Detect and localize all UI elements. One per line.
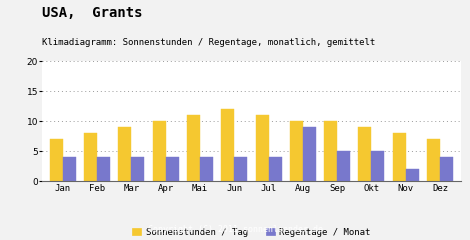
Bar bbox=[97, 157, 110, 181]
Bar bbox=[337, 151, 350, 181]
Bar bbox=[187, 115, 200, 181]
Bar bbox=[200, 157, 213, 181]
Bar bbox=[118, 127, 132, 181]
Bar bbox=[427, 139, 440, 181]
Bar bbox=[63, 157, 76, 181]
Bar bbox=[153, 121, 166, 181]
Bar bbox=[84, 133, 97, 181]
Bar bbox=[221, 109, 235, 181]
Bar bbox=[235, 157, 247, 181]
Text: USA,  Grants: USA, Grants bbox=[42, 6, 143, 20]
Bar bbox=[132, 157, 144, 181]
Bar bbox=[406, 169, 419, 181]
Legend: Sonnenstunden / Tag, Regentage / Monat: Sonnenstunden / Tag, Regentage / Monat bbox=[128, 224, 375, 240]
Text: Klimadiagramm: Sonnenstunden / Regentage, monatlich, gemittelt: Klimadiagramm: Sonnenstunden / Regentage… bbox=[42, 38, 376, 48]
Bar bbox=[166, 157, 179, 181]
Bar bbox=[290, 121, 303, 181]
Bar bbox=[303, 127, 316, 181]
Bar bbox=[440, 157, 453, 181]
Bar bbox=[324, 121, 337, 181]
Bar bbox=[393, 133, 406, 181]
Bar bbox=[371, 151, 384, 181]
Bar bbox=[359, 127, 371, 181]
Bar bbox=[256, 115, 268, 181]
Bar bbox=[50, 139, 63, 181]
Text: Copyright (C) 2011 sonnenlaender.de: Copyright (C) 2011 sonnenlaender.de bbox=[148, 225, 322, 234]
Bar bbox=[268, 157, 282, 181]
